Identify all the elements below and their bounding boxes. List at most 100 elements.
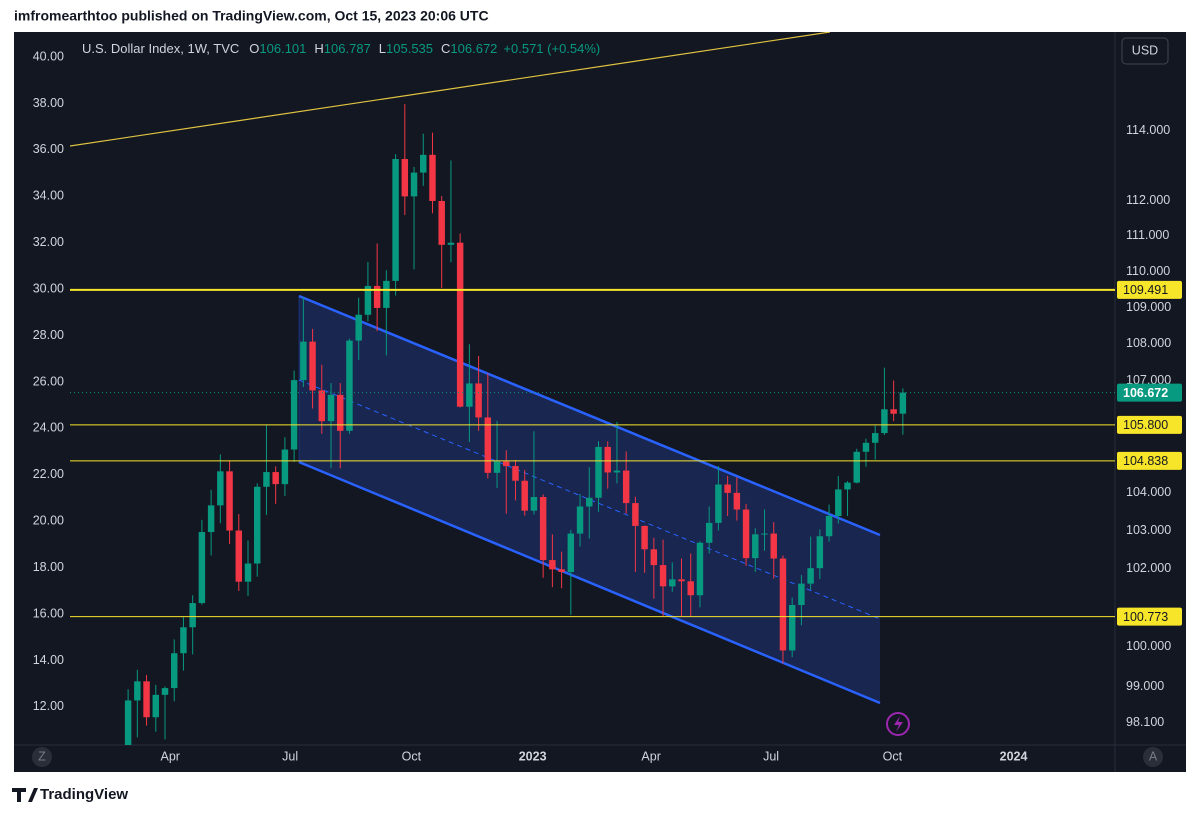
candle-body — [180, 627, 187, 654]
currency-label[interactable]: USD — [1132, 43, 1158, 57]
candle-body — [558, 569, 565, 573]
candle-body — [807, 568, 814, 584]
candle-body — [816, 536, 824, 569]
event-bolt — [894, 716, 903, 732]
footer-brand: TradingView — [40, 786, 128, 803]
x-tick-label: Apr — [161, 749, 180, 763]
candle-body — [881, 409, 888, 434]
candle-body — [373, 285, 381, 308]
candle-body — [586, 497, 593, 507]
x-tick-label: Jul — [282, 749, 298, 763]
y-tick-label: 14.00 — [33, 653, 64, 667]
level-label: 109.491 — [1123, 283, 1168, 297]
candle-body — [770, 533, 777, 559]
publish-line: imfromearthtoo published on TradingView.… — [14, 8, 489, 24]
candle-body — [632, 503, 639, 526]
x-tick-label: Jul — [763, 749, 779, 763]
candle-body — [189, 603, 196, 628]
candle-body — [410, 172, 418, 197]
candle-body — [207, 505, 215, 533]
y2-tick-label: 99.000 — [1126, 679, 1164, 693]
y2-tick-label: 114.000 — [1126, 123, 1170, 137]
candle-body — [383, 280, 390, 308]
candle-body — [346, 340, 353, 431]
y-tick-label: 38.00 — [33, 96, 64, 110]
candle-body — [124, 700, 132, 745]
candle-body — [235, 530, 243, 582]
x-tick-label: 2024 — [1000, 749, 1028, 763]
y2-tick-label: 108.000 — [1126, 336, 1171, 350]
candle-body — [853, 451, 860, 483]
y2-tick-label: 110.000 — [1126, 264, 1170, 278]
y2-tick-label: 102.000 — [1126, 561, 1171, 575]
legend-letter: L — [379, 41, 386, 56]
legend-letter: H — [314, 41, 323, 56]
price-label-bg — [1117, 383, 1182, 402]
y-tick-label: 32.00 — [33, 235, 64, 249]
y-tick-label: 36.00 — [33, 142, 64, 156]
candle-body — [669, 579, 676, 587]
candle-body — [170, 653, 178, 689]
x-tick-label: Apr — [641, 749, 660, 763]
candle-body — [687, 581, 694, 596]
candle-body — [134, 681, 141, 701]
candle-body — [309, 341, 316, 391]
y-tick-label: 24.00 — [33, 421, 64, 435]
candle-body — [217, 471, 224, 506]
y-tick-label: 30.00 — [33, 281, 64, 295]
candle-body — [825, 516, 833, 537]
candle-body — [226, 471, 233, 531]
candle-body — [733, 492, 741, 510]
candle-body — [263, 472, 270, 487]
level-label-bg — [1117, 415, 1182, 434]
level-label: 100.773 — [1123, 610, 1168, 624]
auto-button[interactable] — [1143, 747, 1163, 767]
candle-body — [890, 409, 897, 414]
price-label: 106.672 — [1123, 386, 1168, 400]
y-tick-label: 26.00 — [33, 374, 64, 388]
candle-body — [364, 285, 372, 315]
candle-body — [798, 583, 805, 606]
event-icon[interactable] — [886, 712, 910, 736]
y2-tick-label: 112.000 — [1126, 193, 1170, 207]
candle-body — [466, 383, 473, 407]
x-tick-label: Oct — [402, 749, 422, 763]
candle-body — [401, 159, 409, 197]
candle-body — [752, 534, 759, 559]
candle-body — [152, 694, 160, 718]
candle-body — [641, 525, 648, 550]
legend-value: 106.101 — [259, 41, 306, 56]
zoom-label[interactable]: Z — [38, 749, 46, 763]
candle-body — [143, 681, 150, 718]
footer-logo — [12, 788, 38, 802]
candle-body — [715, 484, 722, 523]
candle-body — [327, 394, 335, 422]
y-tick-label: 12.00 — [33, 699, 64, 713]
zoom-button[interactable] — [32, 747, 52, 767]
currency-button[interactable] — [1121, 37, 1169, 65]
candle-body — [576, 506, 584, 534]
level-label-bg — [1117, 607, 1182, 626]
y2-tick-label: 103.000 — [1126, 523, 1171, 537]
candle-body — [742, 509, 750, 559]
candle-body — [844, 482, 851, 490]
candle-body — [871, 433, 879, 443]
candle-body — [539, 497, 547, 561]
candle-body — [456, 242, 464, 407]
y-tick-label: 34.00 — [33, 189, 64, 203]
candle-body — [244, 563, 252, 582]
y-tick-label: 22.00 — [33, 467, 64, 481]
candle-body — [604, 446, 611, 473]
auto-label[interactable]: A — [1149, 749, 1158, 763]
candle-body — [272, 472, 279, 485]
candle-body — [549, 560, 556, 570]
legend-letter: O — [249, 41, 259, 56]
candle-body — [650, 549, 658, 566]
trend-line — [70, 32, 831, 147]
candle-body — [438, 200, 445, 245]
y2-tick-label: 100.000 — [1126, 639, 1171, 653]
level-label: 104.838 — [1123, 454, 1168, 468]
candle-body — [392, 159, 399, 281]
y2-tick-label: 109.000 — [1126, 300, 1171, 314]
